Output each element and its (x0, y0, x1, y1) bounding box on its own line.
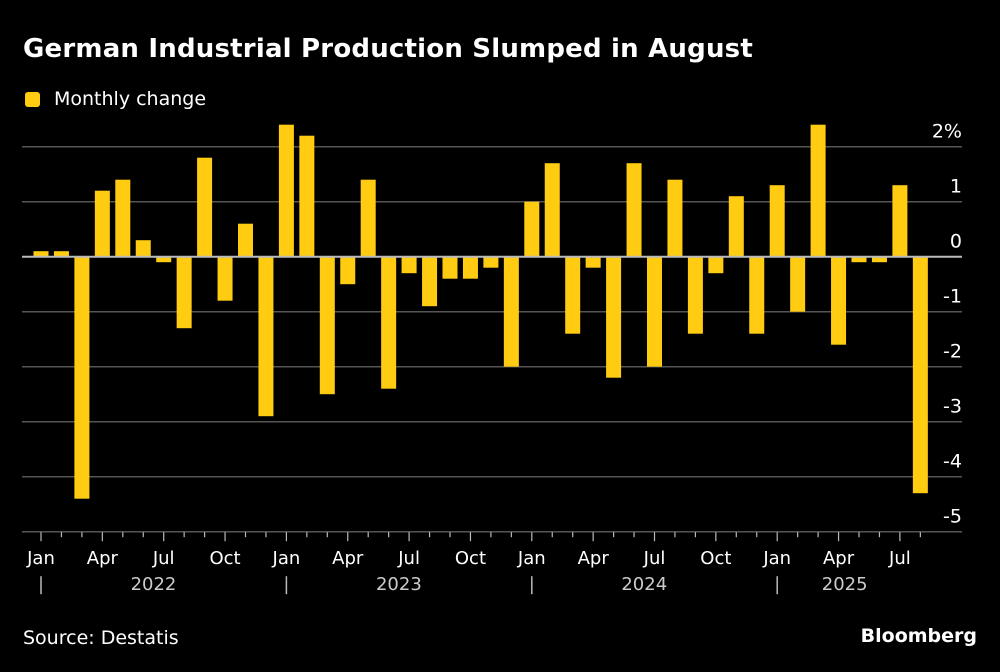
bar-jan-2025 (769, 185, 785, 257)
bar-may-2025 (851, 256, 867, 263)
x-tick-label: Apr (332, 548, 364, 569)
bar-oct-2022 (217, 256, 233, 301)
bar-jul-2022 (156, 256, 172, 263)
bar-apr-2024 (585, 256, 601, 268)
y-tick-label: 1 (950, 176, 962, 198)
source-note: Source: Destatis (23, 627, 179, 649)
bar-may-2022 (115, 179, 131, 257)
bar-jun-2025 (871, 256, 887, 263)
year-label: 2024 (621, 574, 667, 595)
x-tick-label: Jul (152, 548, 175, 569)
bar-sep-2023 (442, 256, 458, 279)
x-tick-label: Jan (272, 548, 301, 569)
bar-dec-2023 (503, 256, 519, 367)
bar-dec-2022 (258, 256, 274, 417)
bar-mar-2025 (810, 124, 826, 257)
bar-aug-2023 (422, 256, 438, 307)
x-tick-label: Jan (762, 548, 791, 569)
x-tick-label: Oct (455, 548, 486, 569)
y-tick-label: -3 (943, 396, 962, 418)
bar-may-2024 (606, 256, 622, 378)
x-tick-label: Jul (643, 548, 666, 569)
bar-may-2023 (360, 179, 376, 257)
bar-jul-2024 (647, 256, 662, 367)
x-tick-label: Jul (888, 548, 911, 569)
y-axis-labels: 2% 1 0 -1 -2 -3 -4 -5 (932, 121, 962, 528)
bar-oct-2024 (708, 256, 724, 274)
y-tick-label: -2 (943, 341, 962, 363)
bar-jul-2023 (401, 256, 417, 274)
y-tick-label: 0 (950, 231, 962, 253)
bars (33, 124, 928, 499)
year-label: 2025 (822, 574, 868, 595)
legend-label-monthly-change: Monthly change (54, 88, 207, 110)
legend-swatch-monthly-change (25, 91, 40, 107)
bar-feb-2023 (299, 135, 315, 257)
x-tick-label: Jan (26, 548, 55, 569)
bar-nov-2022 (238, 223, 253, 257)
bar-nov-2023 (483, 256, 499, 268)
bar-jun-2022 (135, 240, 151, 257)
bar-jan-2022 (33, 251, 49, 257)
x-axis: Jan Apr Jul Oct Jan Apr Jul Oct Jan Apr Jul Oct Jan A… (26, 532, 921, 595)
bar-apr-2022 (94, 190, 110, 257)
bloomberg-logo: Bloomberg (860, 625, 977, 647)
bar-jul-2025 (892, 185, 908, 257)
bar-sep-2024 (687, 256, 703, 334)
bar-jun-2024 (626, 163, 642, 257)
bar-jan-2024 (524, 201, 540, 257)
bar-feb-2025 (790, 256, 806, 312)
x-tick-label: Oct (209, 548, 240, 569)
bar-apr-2023 (340, 256, 356, 285)
year-label: 2023 (376, 574, 422, 595)
x-tick-label: Oct (700, 548, 731, 569)
legend: Monthly change (25, 88, 206, 110)
chart-title: German Industrial Production Slumped in … (23, 34, 753, 64)
x-tick-label: Jan (517, 548, 546, 569)
bar-feb-2022 (53, 251, 69, 257)
bar-dec-2024 (749, 256, 765, 334)
bar-aug-2025 (912, 256, 928, 494)
bar-aug-2022 (176, 256, 192, 329)
y-tick-label: -1 (943, 286, 962, 308)
bar-feb-2024 (544, 163, 560, 257)
bar-oct-2023 (462, 256, 478, 279)
x-tick-label: Apr (823, 548, 855, 569)
bar-jan-2023 (278, 124, 294, 257)
x-tick-label: Apr (578, 548, 610, 569)
bar-aug-2024 (667, 179, 683, 257)
x-tick-label: Apr (87, 548, 119, 569)
bar-sep-2022 (197, 157, 213, 257)
year-label: 2022 (131, 574, 177, 595)
y-tick-label: -4 (943, 451, 962, 473)
bar-apr-2025 (831, 256, 847, 345)
y-tick-label: 2% (932, 121, 962, 143)
bar-jun-2023 (381, 256, 397, 389)
bar-mar-2022 (74, 256, 90, 499)
y-tick-label: -5 (943, 506, 962, 528)
bar-mar-2024 (565, 256, 581, 334)
bar-nov-2024 (728, 196, 744, 257)
bar-mar-2023 (319, 256, 335, 395)
x-tick-label: Jul (397, 548, 420, 569)
